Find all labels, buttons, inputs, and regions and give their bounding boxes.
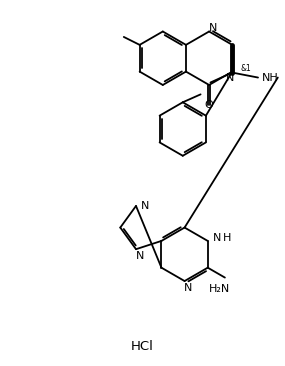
Text: O: O [205,100,213,110]
Text: H: H [223,233,232,243]
Text: HCl: HCl [131,340,154,353]
Text: N: N [141,201,149,211]
Text: NH: NH [262,72,278,83]
Text: &1: &1 [240,64,251,73]
Text: N: N [136,251,144,261]
Text: N: N [209,23,217,33]
Text: N: N [226,72,235,83]
Text: N: N [184,283,193,293]
Text: H₂N: H₂N [209,284,231,295]
Text: N: N [212,233,221,243]
